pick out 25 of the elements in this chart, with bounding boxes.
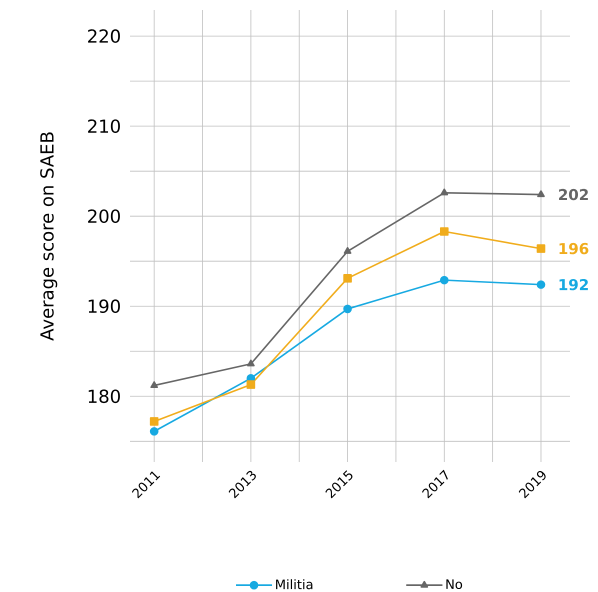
point: [440, 227, 449, 236]
data-label: 192: [560, 278, 588, 290]
point: [150, 417, 158, 426]
point: [247, 360, 255, 366]
y-tick-label: 210: [88, 119, 120, 133]
data-label: 196: [560, 242, 588, 254]
data-label: 202: [559, 188, 588, 200]
point: [150, 381, 158, 388]
point: [536, 244, 546, 253]
y-tick-label: 220: [88, 29, 120, 43]
point: [440, 276, 449, 284]
point: [343, 304, 352, 314]
y-tick-label: 200: [88, 209, 120, 223]
y-axis-title: Average score on SAEB: [40, 132, 58, 341]
point: [537, 190, 545, 198]
legend-label: No: [446, 579, 462, 590]
point: [150, 427, 158, 436]
point: [440, 188, 448, 196]
point: [343, 274, 352, 283]
point: [246, 380, 256, 389]
point: [344, 247, 352, 254]
point: [536, 280, 546, 289]
y-tick-label: 190: [88, 299, 120, 314]
legend-label: Militia: [276, 579, 312, 590]
y-tick-label: 180: [88, 389, 120, 404]
